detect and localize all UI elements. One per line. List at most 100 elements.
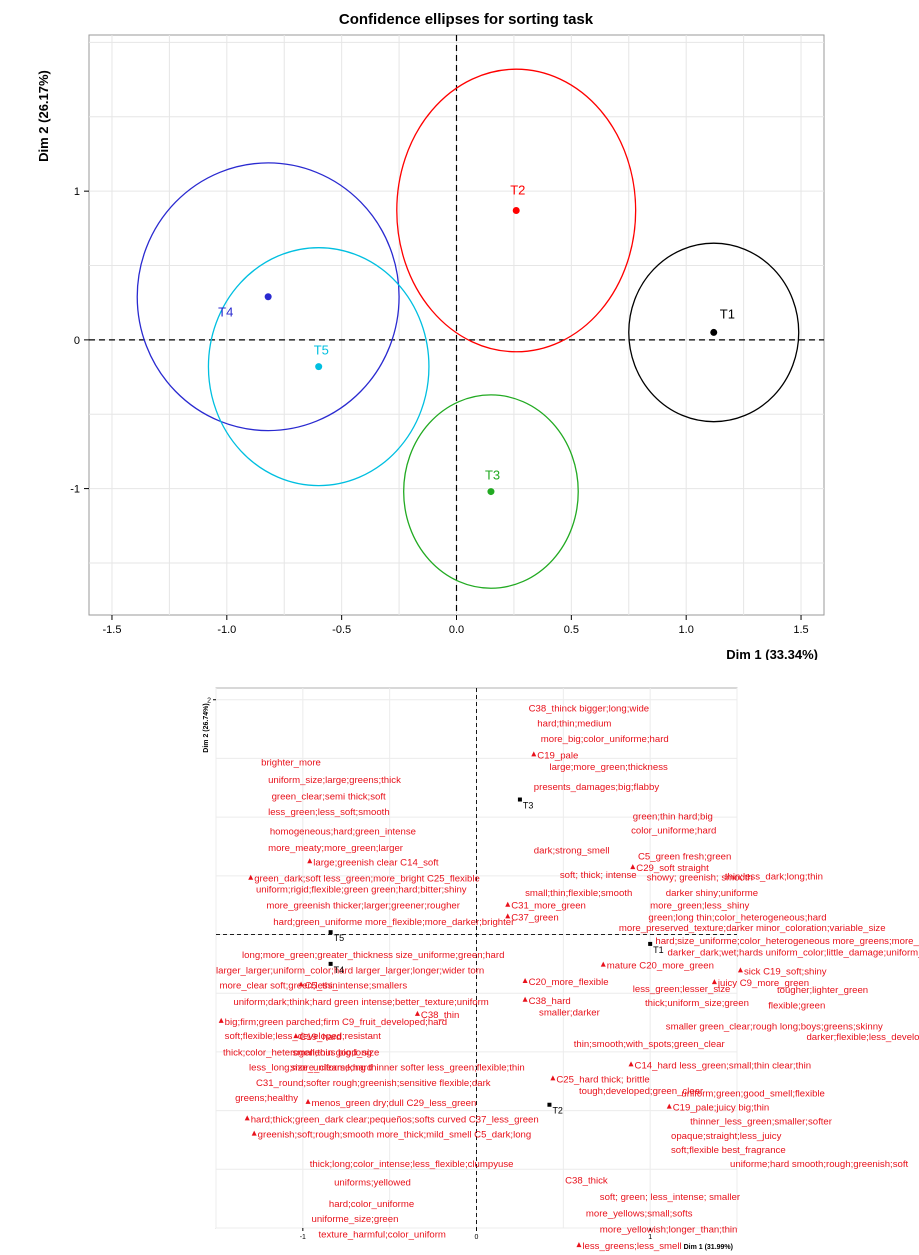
term-marker <box>251 1130 257 1136</box>
term-label: more_green;less_shiny <box>650 901 749 912</box>
term-label: less_greens;less_smell <box>582 1241 681 1252</box>
term-label: presents_damages;big;flabby <box>534 782 660 793</box>
y-tick-label: 0 <box>74 335 80 347</box>
centroid-t5 <box>315 363 323 371</box>
term-marker <box>218 1017 224 1023</box>
term-label: C31_round;softer rough;greenish;sensitiv… <box>256 1078 491 1089</box>
term-label: long;more_green;greater_thickness size_u… <box>242 950 504 961</box>
products-layer: T1 T2 T3 T4 T5 <box>328 797 664 1116</box>
term-label: opaque;straight;less_juicy <box>671 1131 782 1142</box>
term-label: soft;flexible;less_developed;resistant <box>225 1031 382 1042</box>
term-label: hard;green_uniforme more_flexible;more_d… <box>273 917 515 928</box>
term-label: green;long thin;color_heterogeneous;hard <box>648 912 826 923</box>
term-label: flexible;green <box>768 1000 825 1011</box>
term-marker <box>414 1010 420 1016</box>
term-label: more_greenish thicker;larger;greener;rou… <box>266 901 460 912</box>
term-marker <box>522 996 528 1002</box>
term-label: C19_hard <box>299 1032 341 1043</box>
product-point-t3 <box>517 797 522 802</box>
term-marker <box>531 751 537 757</box>
term-marker <box>666 1103 672 1109</box>
term-label: C31_more_green <box>511 901 586 912</box>
product-label-t1: T1 <box>653 945 664 955</box>
x-tick-label: 1.0 <box>679 624 694 636</box>
y-tick-label: 2 <box>207 698 211 705</box>
term-marker <box>630 864 636 870</box>
term-label: darker shiny;uniforme <box>666 888 758 899</box>
term-label: greenish;soft;rough;smooth more_thick;mi… <box>258 1130 532 1141</box>
y-tick-labels: -1 0 1 <box>70 186 89 496</box>
centroid-t2 <box>512 206 520 214</box>
term-label: C38_thinck bigger;long;wide <box>529 703 650 714</box>
term-label: smaller;darker <box>539 1008 601 1019</box>
origin-axes-2 <box>216 688 737 1228</box>
term-label: color_uniforme;hard <box>631 826 716 837</box>
centroid-label-t1: T1 <box>720 306 735 321</box>
term-label: soft; green; less_intense; smaller <box>600 1192 741 1203</box>
term-label: more_yellowish;longer_than;thin <box>600 1225 738 1236</box>
centroid-t4 <box>264 293 272 301</box>
ellipse-t3 <box>403 394 579 589</box>
x-tick-label: -1 <box>300 1234 306 1241</box>
term-label: size_uniforme;hard <box>291 1063 373 1074</box>
term-marker <box>600 961 606 967</box>
confidence-ellipses-chart: Confidence ellipses for sorting task T1T… <box>36 11 825 660</box>
x-tick-label: 0.0 <box>449 624 464 636</box>
term-label: greens;healthy <box>235 1093 298 1104</box>
term-label: hard;size_uniforme;color_heterogeneous m… <box>655 936 919 947</box>
term-label: soft;flexible best_fragrance <box>671 1145 786 1156</box>
term-label: uniform;dark;think;hard green intense;be… <box>233 997 488 1008</box>
term-label: more_big;color_uniforme;hard <box>541 734 669 745</box>
centroid-label-t3: T3 <box>485 468 500 483</box>
y-tick-label: -1 <box>70 484 80 496</box>
terms-layer: C38_thinck bigger;long;wide hard;thin;med… <box>216 703 919 1252</box>
term-label: hard;color_uniforme <box>329 1199 414 1210</box>
term-label: juicy C9_more_green <box>717 978 809 989</box>
term-label: darker;flexible;less_developed;resistant <box>806 1032 919 1043</box>
term-label: uniforme_size;green <box>312 1214 399 1225</box>
term-label: larger_larger;uniform_color;hard larger_… <box>216 965 484 976</box>
x-tick-label: 0.5 <box>564 624 579 636</box>
term-marker <box>737 967 743 973</box>
term-marker <box>711 979 717 985</box>
term-label: uniforms;yellowed <box>334 1178 411 1189</box>
x-tick-labels-2: -1 0 1 <box>300 1228 652 1241</box>
term-label: large;more_green;thickness <box>549 762 668 773</box>
term-label: more_meaty;more_green;larger <box>268 843 404 854</box>
term-label: darker_dark;wet;hards uniform_color;litt… <box>668 948 919 959</box>
term-label: texture_harmful;color_uniform <box>318 1229 445 1240</box>
term-label: green;thin hard;big <box>633 811 713 822</box>
ellipse-t4 <box>136 162 400 432</box>
centroid-label-t2: T2 <box>510 182 525 197</box>
ellipses-layer <box>136 68 800 589</box>
term-label: less_green;lesser_size <box>633 984 731 995</box>
centroid-t3 <box>487 488 495 496</box>
term-label: thick;uniform_size;green <box>645 998 749 1009</box>
term-label: small;thin;flexible;smooth <box>525 888 632 899</box>
term-marker <box>576 1242 582 1248</box>
x-tick-label: 0 <box>475 1234 479 1241</box>
term-marker <box>505 913 511 919</box>
term-label: menos_green dry;dull C29_less_green <box>312 1098 477 1109</box>
product-point-t2 <box>547 1102 552 1107</box>
term-label: more_yellows;small;softs <box>586 1208 693 1219</box>
term-label: C5_thin <box>305 981 338 992</box>
term-label: hard;thick;green_dark clear;pequeños;sof… <box>251 1114 539 1125</box>
x-tick-label: -1.0 <box>217 624 236 636</box>
term-label: C25_hard thick; brittle <box>556 1074 649 1085</box>
product-label-t3: T3 <box>523 801 534 811</box>
term-marker <box>628 1061 634 1067</box>
centroid-label-t5: T5 <box>314 343 329 358</box>
x-tick-label: -0.5 <box>332 624 351 636</box>
term-label: uniform;rigid;flexible;green green;hard;… <box>256 884 467 895</box>
term-label: thinner_less_green;smaller;softer <box>690 1117 833 1128</box>
term-label: uniforme;hard smooth;rough;greenish;soft <box>730 1159 908 1170</box>
ellipse-t5 <box>207 247 430 487</box>
x-tick-label: 1.5 <box>793 624 808 636</box>
term-marker <box>305 1098 311 1104</box>
term-marker <box>293 1033 299 1039</box>
term-label: dark;strong_smell <box>534 846 610 857</box>
y-axis-title: Dim 2 (26.17%) <box>36 70 51 162</box>
term-label: C38_thick <box>565 1175 608 1186</box>
term-marker <box>298 981 304 987</box>
